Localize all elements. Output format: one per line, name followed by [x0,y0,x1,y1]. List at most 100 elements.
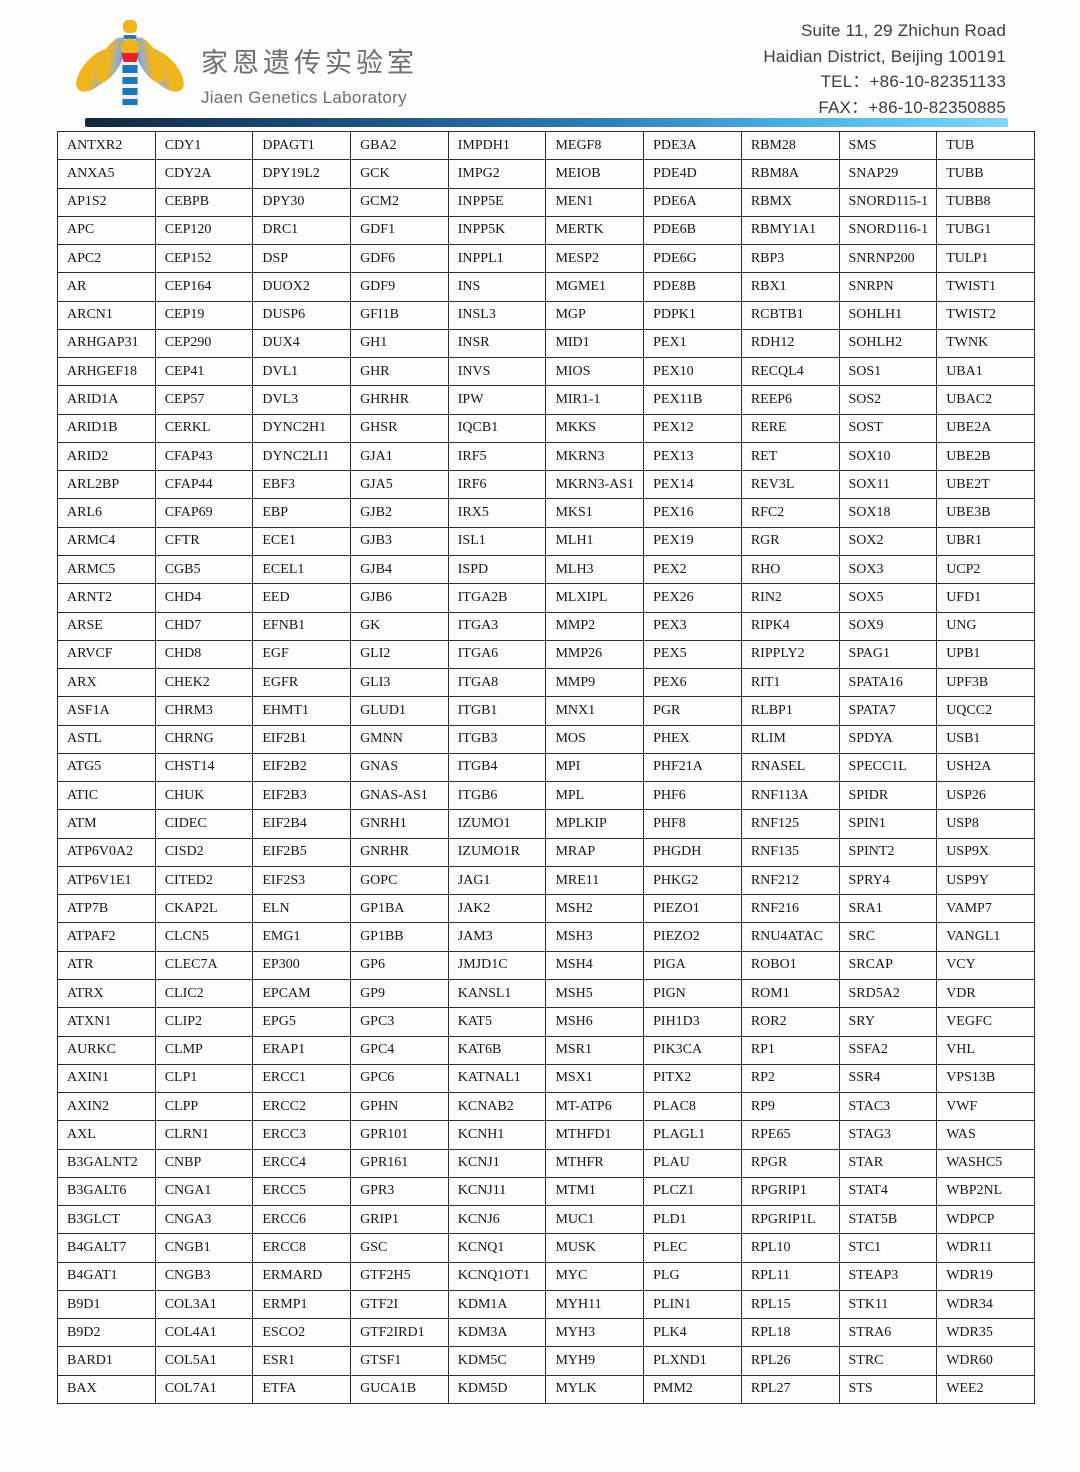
gene-cell: RGR [740,526,840,556]
gene-cell: KCNJ11 [447,1176,547,1207]
gene-cell: USP9X [936,837,1035,867]
gene-table-row: B4GALT7 CNGB1 ERCC8 GSC KCNQ1 MUSK PLEC RPL10 ST… [57,1233,1035,1263]
gene-cell: KDM5D [447,1374,547,1404]
gene-cell: RPL18 [740,1318,840,1348]
gene-table-row: B3GALT6 CNGA1 ERCC5 GPR3 KCNJ11 MTM1 PLCZ1 RPGR… [57,1176,1035,1207]
gene-cell: IRF6 [447,470,547,500]
gene-cell: ARSE [57,611,156,641]
gene-cell: CEP57 [154,385,254,415]
gene-cell: ERCC4 [252,1148,352,1178]
gene-cell: GP6 [350,950,449,980]
gene-cell: EBP [252,498,352,528]
gene-cell: SOX9 [838,611,938,641]
gene-cell: CIDEC [154,809,254,839]
gene-cell: RDH12 [740,328,840,359]
gene-cell: ERMARD [252,1261,352,1291]
gene-cell: ELN [252,894,352,924]
gene-cell: ARID1B [57,413,156,443]
gene-cell: PEX3 [643,611,742,641]
gene-table-row: ARHGAP31 CEP290 DUX4 GH1 INSR MID1 PEX1 RDH12 SO… [57,328,1035,359]
gene-cell: DSP [252,244,352,274]
gene-cell: GLI3 [350,668,449,698]
gene-cell: STAR [838,1148,938,1178]
gene-cell: MEIOB [545,159,645,189]
gene-cell: MRE11 [545,865,645,896]
gene-cell: SOHLH2 [838,328,938,359]
gene-cell: EBF3 [252,470,352,500]
gene-cell: RPGR [740,1148,840,1178]
gene-cell: B3GALNT2 [57,1148,156,1178]
gene-cell: PEX26 [643,583,742,613]
gene-cell: DPY30 [252,187,352,217]
gene-table-row: ARCN1 CEP19 DUSP6 GFI1B INSL3 MGP PDPK1 RCBTB1 S… [57,300,1035,330]
gene-cell: RPL10 [740,1233,840,1263]
gene-cell: PHEX [643,724,742,754]
gene-cell: DPAGT1 [252,130,352,161]
gene-table-row: AP1S2 CEBPB DPY30 GCM2 INPP5E MEN1 PDE6A RBMX SN… [57,187,1035,217]
gene-cell: RLIM [740,724,840,754]
gene-cell: GDF6 [350,244,449,274]
gene-cell: MOS [545,724,645,754]
gene-cell: PLEC [643,1233,742,1263]
gene-cell: INPP5E [447,187,547,217]
gene-cell: CISD2 [154,837,254,867]
gene-cell: IRX5 [447,498,547,528]
gene-cell: VPS13B [936,1063,1035,1094]
gene-cell: CHRM3 [154,696,254,726]
contact-block: Suite 11, 29 Zhichun Road Haidian Distri… [763,8,1006,120]
gene-table-body: ANTXR2 CDY1 DPAGT1 GBA2 IMPDH1 MEGF8 PDE3A RBM2… [57,130,1035,1404]
gene-cell: MYH9 [545,1346,645,1376]
gene-cell: SPINT2 [838,837,938,867]
gene-cell: INS [447,272,547,302]
gene-cell: STAT4 [838,1176,938,1207]
gene-cell: ATG5 [57,752,156,783]
gene-cell: GNRH1 [350,809,449,839]
gene-cell: TWNK [936,328,1035,359]
gene-cell: SRY [838,1007,938,1037]
gene-cell: PLCZ1 [643,1176,742,1207]
gene-cell: PEX19 [643,526,742,556]
gene-cell: B4GAT1 [57,1261,156,1291]
org-name-english: Jiaen Genetics Laboratory [201,87,407,107]
header-divider-bar [85,118,1008,127]
gene-cell: WDR34 [936,1289,1035,1320]
gene-cell: UBAC2 [936,385,1035,415]
gene-cell: B4GALT7 [57,1233,156,1263]
gene-cell: SPATA7 [838,696,938,726]
gene-cell: PHF8 [643,809,742,839]
gene-table-row: ARID1A CEP57 DVL3 GHRHR IPW MIR1-1 PEX11B REEP6… [57,385,1035,415]
gene-cell: REEP6 [740,385,840,415]
gene-cell: CDY2A [154,159,254,189]
gene-cell: VCY [936,950,1035,980]
gene-cell: UBA1 [936,357,1035,387]
gene-cell: GPR161 [350,1148,449,1178]
gene-cell: TUB [936,130,1035,161]
gene-table-row: ASF1A CHRM3 EHMT1 GLUD1 ITGB1 MNX1 PGR RLBP1 SPA… [57,696,1035,726]
gene-cell: MKRN3 [545,441,645,472]
gene-cell: ITGA6 [447,639,547,670]
gene-table-row: ARID1B CERKL DYNC2H1 GHSR IQCB1 MKKS PEX12 RERE… [57,413,1035,443]
gene-cell: ARVCF [57,639,156,670]
gene-cell: APC [57,215,156,246]
gene-cell: ERCC6 [252,1205,352,1235]
gene-cell: PDE6G [643,244,742,274]
gene-cell: EGFR [252,668,352,698]
gene-cell: ARMC4 [57,526,156,556]
gene-cell: SOX18 [838,498,938,528]
gene-cell: RBM28 [740,130,840,161]
gene-cell: ITGB6 [447,781,547,811]
gene-cell: PLG [643,1261,742,1291]
gene-cell: MKKS [545,413,645,443]
gene-cell: CEBPB [154,187,254,217]
gene-cell: ESR1 [252,1346,352,1376]
gene-cell: ISPD [447,554,547,585]
gene-table-row: ATM CIDEC EIF2B4 GNRH1 IZUMO1 MPLKIP PHF8 RNF12… [57,809,1035,839]
gene-cell: GTF2H5 [350,1261,449,1291]
gene-cell: GJB4 [350,554,449,585]
gene-cell: ATRX [57,978,156,1009]
gene-cell: MNX1 [545,696,645,726]
gene-cell: SPAG1 [838,639,938,670]
gene-cell: GPC3 [350,1007,449,1037]
gene-cell: EIF2B2 [252,752,352,783]
gene-cell: MRAP [545,837,645,867]
